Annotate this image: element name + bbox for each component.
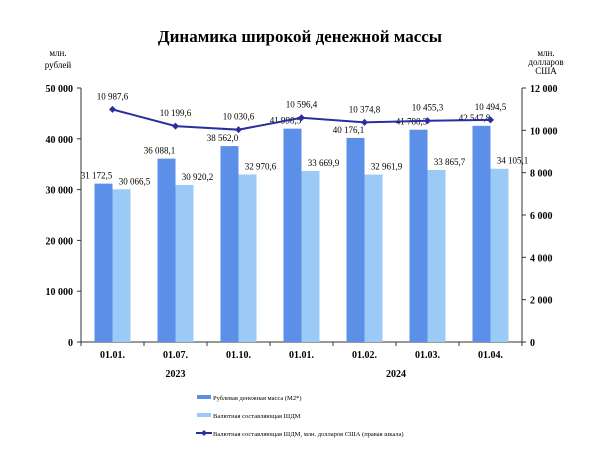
line-point-label: 10 030,6 [223,112,255,122]
y-right-tick-label: 10 000 [530,126,558,137]
bar-ruble-label: 42 547,8 [459,113,491,123]
bar-fx [490,168,509,342]
bar-fx-label: 32 970,6 [245,162,277,172]
line-point-label: 10 494,5 [475,102,507,112]
y-right-label-3: США [535,66,557,76]
line-point [487,116,494,124]
line-point [235,126,242,134]
legend-swatch [197,395,211,399]
line-point [172,122,179,130]
x-tick-label: 01.04. [478,350,504,361]
bar-fx-label: 32 961,9 [371,162,403,172]
legend-label: Рублевая денежная масса (М2*) [213,395,301,402]
y-right-tick-label: 2 000 [530,296,553,307]
bar-ruble-label: 38 562,0 [207,133,239,143]
y-right-label-2: долларов [528,57,563,67]
y-right-tick-label: 0 [530,338,535,349]
y-right-tick-label: 8 000 [530,169,553,180]
bar-ruble [283,128,302,342]
x-tick-label: 01.03. [415,350,441,361]
line-point-label: 10 374,8 [349,104,381,114]
bar-ruble-label: 36 088,1 [144,146,176,156]
y-right-tick-label: 4 000 [530,253,553,264]
y-left-label-1: млн. [49,48,66,58]
y-left-tick-label: 30 000 [46,186,74,197]
year-label: 2023 [166,369,186,380]
y-right-label-1: млн. [537,48,554,58]
y-left-tick-label: 20 000 [46,236,74,247]
line-point-label: 10 455,3 [412,103,444,113]
bar-fx-label: 33 669,9 [308,158,340,168]
y-left-tick-label: 50 000 [46,84,74,95]
x-tick-label: 01.01. [289,350,315,361]
line-point [298,114,305,122]
bar-fx [238,174,257,342]
y-left-tick-label: 10 000 [46,287,74,298]
chart-title: Динамика широкой денежной массы [158,27,442,46]
x-tick-label: 01.01. [100,350,126,361]
x-tick-label: 01.07. [163,350,189,361]
legend-marker [201,430,207,436]
bar-fx [301,170,320,342]
bar-ruble [472,125,491,342]
bar-ruble [220,146,239,342]
legend-swatch [197,413,211,417]
bar-ruble [94,183,113,342]
x-tick-label: 01.02. [352,350,378,361]
bar-fx-label: 30 066,5 [119,176,151,186]
year-label: 2024 [386,369,406,380]
bar-fx-label: 30 920,2 [182,172,214,182]
bar-fx [364,174,383,342]
y-left-label-2: рублей [45,60,72,70]
bar-ruble [346,137,365,342]
y-left-tick-label: 0 [68,338,73,349]
line-point-label: 10 199,6 [160,108,192,118]
bar-ruble [157,158,176,342]
bar-ruble [409,129,428,342]
bar-fx [427,169,446,342]
line-point [361,118,368,126]
y-left-tick-label: 40 000 [46,135,74,146]
bar-ruble-label: 31 172,5 [81,171,113,181]
bar-fx [175,184,194,342]
y-right-tick-label: 6 000 [530,211,553,222]
y-right-tick-label: 12 000 [530,84,558,95]
x-tick-label: 01.10. [226,350,252,361]
bar-fx-label: 34 105,1 [497,156,529,166]
bar-ruble-label: 40 176,1 [333,125,365,135]
line-point [109,105,116,113]
line-point-label: 10 987,6 [97,91,129,101]
line-point [424,117,431,125]
bar-fx-label: 33 865,7 [434,157,466,167]
legend-label: Валютная составляющая ШДМ [213,413,301,420]
line-point-label: 10 596,4 [286,100,318,110]
legend-label: Валютная составляющая ШДМ, млн. долларов… [213,431,404,438]
bar-fx [112,189,131,342]
